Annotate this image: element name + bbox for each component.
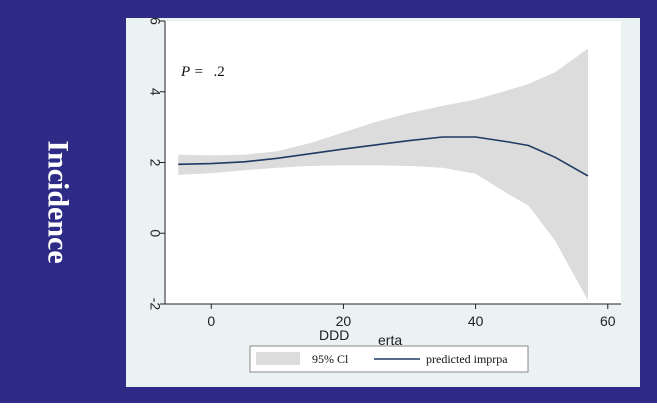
confidence-band-layer bbox=[178, 48, 588, 301]
x-tick-label: 20 bbox=[336, 313, 352, 329]
legend-swatch-ci bbox=[256, 352, 300, 365]
legend: 95% Cl predicted imprpa bbox=[249, 345, 529, 373]
x-tick-label: 40 bbox=[468, 313, 484, 329]
x-tick-label: 0 bbox=[207, 313, 215, 329]
y-tick-label: 0 bbox=[147, 229, 163, 237]
x-axis-title-part-2: erta bbox=[378, 332, 402, 348]
x-tick-label: 60 bbox=[600, 313, 616, 329]
chart-panel: -2 0 2 4 6 0 20 40 60 P = .2 DDD erta 95% Cl pre… bbox=[126, 18, 640, 387]
p-value-number: .2 bbox=[214, 64, 225, 80]
p-value-label: P = bbox=[180, 64, 204, 80]
y-tick-label: 6 bbox=[147, 18, 163, 25]
confidence-band-area bbox=[178, 48, 588, 301]
y-axis-title: Incidence bbox=[42, 140, 76, 264]
legend-label-prediction: predicted imprpa bbox=[426, 352, 508, 366]
y-tick-label: 4 bbox=[147, 88, 163, 96]
y-axis-title-container: Incidence bbox=[28, 112, 88, 292]
p-value-annotation: P = .2 bbox=[180, 64, 225, 80]
prediction-line-layer bbox=[178, 136, 589, 177]
x-axis-title-part-1: DDD bbox=[319, 327, 349, 343]
y-tick-label: -2 bbox=[147, 298, 163, 311]
legend-label-ci: 95% Cl bbox=[312, 352, 349, 366]
y-tick-label: 2 bbox=[147, 159, 163, 167]
prediction-line bbox=[178, 136, 589, 177]
